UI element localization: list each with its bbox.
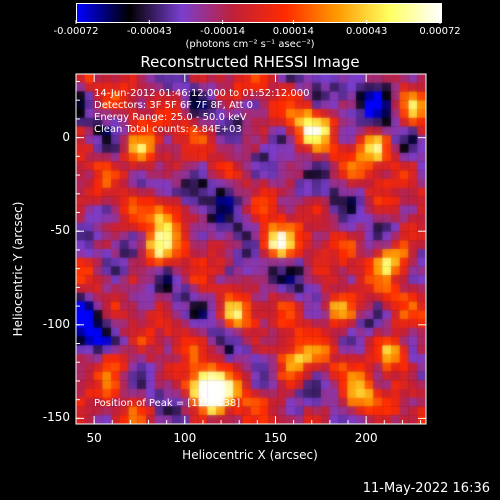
info-peak-position: Position of Peak = [115,-138]: [94, 398, 241, 409]
plot-frame: [75, 73, 427, 425]
colorbar-ticks: [75, 20, 441, 24]
chart-title: Reconstructed RHESSI Image: [140, 53, 360, 71]
footer-date: 11-May-2022 16:36: [362, 481, 490, 496]
x-tick-label: 100: [173, 431, 197, 445]
colorbar-tick-label: 0.00043: [346, 26, 388, 37]
colorbar-tick-label: -0.00014: [200, 26, 246, 37]
y-tick-label: -100: [42, 316, 70, 331]
x-tick-label: 200: [354, 431, 378, 445]
x-tick-label: 50: [86, 431, 102, 445]
colorbar-tick-label: 0.00072: [419, 26, 461, 37]
colorbar: [76, 3, 442, 23]
info-energy: Energy Range: 25.0 - 50.0 keV: [94, 112, 247, 123]
colorbar-tick-label: 0.00014: [272, 26, 315, 37]
info-clean: Clean Total counts: 2.84E+03: [94, 124, 242, 135]
y-tick-label: 0: [62, 129, 70, 144]
y-tick-label: -150: [42, 410, 70, 425]
info-detectors: Detectors: 3F 5F 6F 7F 8F, Att 0: [94, 100, 254, 111]
x-tick-label: 150: [264, 431, 287, 445]
colorbar-tick-label: -0.00043: [126, 26, 172, 37]
x-axis-label: Heliocentric X (arcsec): [182, 448, 318, 462]
info-time-range: 14-Jun-2012 01:46:12.000 to 01:52:12.000: [94, 88, 310, 99]
heatmap-image: [76, 74, 426, 424]
colorbar-tick-label: -0.00072: [53, 26, 99, 37]
colorbar-unit-label: (photons cm⁻² s⁻¹ asec⁻²): [185, 39, 315, 50]
y-axis-label: Heliocentric Y (arcsec): [11, 201, 25, 337]
y-tick-label: -50: [50, 223, 70, 238]
